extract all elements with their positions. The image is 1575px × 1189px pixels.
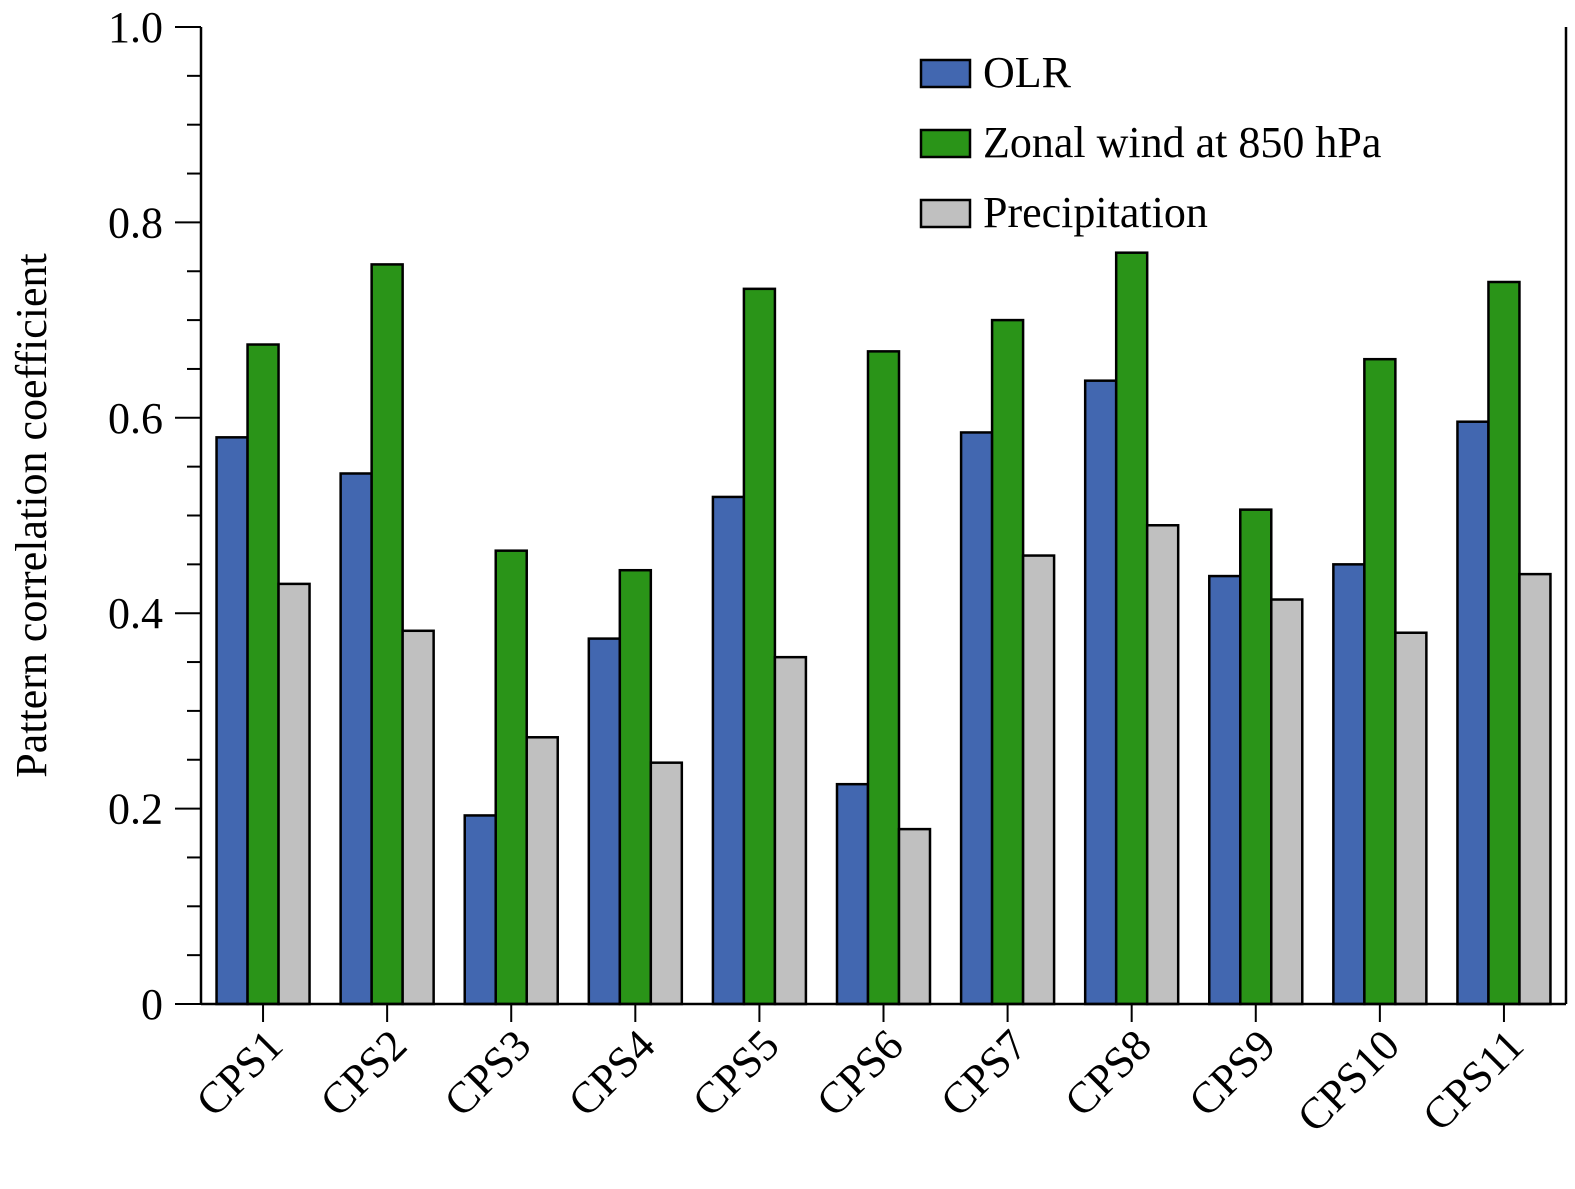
- y-tick-label: 0.6: [108, 394, 163, 443]
- bar-cps4-series-2: [618, 568, 653, 1006]
- bar-cps2-series-2: [370, 263, 404, 1006]
- x-tick-label: CPS3: [435, 1020, 541, 1126]
- x-tick-label: CPS6: [807, 1020, 913, 1126]
- bar-cps5-series-1: [711, 495, 746, 1006]
- legend-swatch-2: [919, 128, 972, 159]
- x-tick-label: CPS7: [931, 1020, 1037, 1126]
- bar-cps7-series-1: [959, 431, 994, 1006]
- bar-cps9-series-3: [1270, 598, 1304, 1006]
- bar-cps2-series-1: [339, 472, 373, 1006]
- bar-cps5-series-2: [742, 287, 777, 1006]
- bar-cps1-series-1: [215, 436, 249, 1006]
- bar-cps3-series-1: [463, 814, 497, 1006]
- bar-cps11-series-1: [1456, 420, 1490, 1006]
- y-tick-label: 0.2: [108, 785, 163, 834]
- bars: [215, 251, 1552, 1006]
- bar-cps10-series-1: [1332, 563, 1366, 1006]
- legend: OLR Zonal wind at 850 hPa Precipitation: [919, 48, 1381, 237]
- bar-cps1-series-2: [246, 343, 280, 1006]
- legend-label-2: Zonal wind at 850 hPa: [983, 118, 1381, 167]
- bar-cps10-series-3: [1394, 631, 1428, 1006]
- legend-swatch-3: [919, 198, 972, 229]
- legend-swatch-1: [919, 58, 972, 89]
- bar-cps8-series-3: [1145, 524, 1180, 1006]
- y-axis-title: Pattern correlation coefficient: [7, 253, 56, 778]
- y-tick-label: 0: [141, 980, 163, 1029]
- bar-cps3-series-2: [494, 549, 528, 1006]
- y-tick-label: 0.8: [108, 198, 163, 247]
- bar-cps11-series-3: [1518, 572, 1552, 1006]
- x-tick-label: CPS4: [559, 1020, 665, 1126]
- bar-cps8-series-1: [1083, 379, 1118, 1006]
- bar-cps2-series-3: [401, 629, 435, 1006]
- y-tick-label: 0.4: [108, 589, 163, 638]
- x-tick-label: CPS2: [311, 1020, 417, 1126]
- bar-cps3-series-3: [525, 736, 559, 1006]
- x-tick-label: CPS5: [683, 1020, 789, 1126]
- bar-cps9-series-1: [1208, 574, 1242, 1006]
- bar-cps8-series-2: [1114, 251, 1149, 1006]
- bar-cps9-series-2: [1239, 508, 1273, 1006]
- bar-cps11-series-2: [1487, 280, 1521, 1006]
- bar-cps7-series-2: [990, 318, 1025, 1006]
- bar-cps5-series-3: [773, 655, 808, 1006]
- x-tick-label: CPS8: [1055, 1020, 1161, 1126]
- x-tick-label: CPS10: [1288, 1020, 1409, 1141]
- bar-cps6-series-3: [897, 827, 932, 1006]
- legend-label-3: Precipitation: [983, 188, 1208, 237]
- x-axis-ticks: CPS1 CPS2 CPS3 CPS4 CPS5 CPS6 CPS7 CPS8 CPS9 CPS1…: [187, 1004, 1533, 1142]
- bar-cps7-series-3: [1021, 554, 1056, 1006]
- bar-cps10-series-2: [1363, 357, 1397, 1006]
- bar-cps4-series-3: [649, 761, 684, 1006]
- x-tick-label: CPS9: [1179, 1020, 1285, 1126]
- bar-cps6-series-2: [866, 350, 901, 1006]
- x-tick-label: CPS11: [1413, 1020, 1533, 1140]
- y-tick-label: 1.0: [108, 3, 163, 52]
- x-tick-label: CPS1: [187, 1020, 293, 1126]
- bar-cps4-series-1: [587, 637, 622, 1006]
- bar-cps6-series-1: [835, 782, 870, 1006]
- bar-cps1-series-3: [277, 582, 311, 1006]
- legend-label-1: OLR: [983, 48, 1072, 97]
- y-axis-ticks: 0 0.2 0.4 0.6 0.8 1.0: [108, 3, 201, 1029]
